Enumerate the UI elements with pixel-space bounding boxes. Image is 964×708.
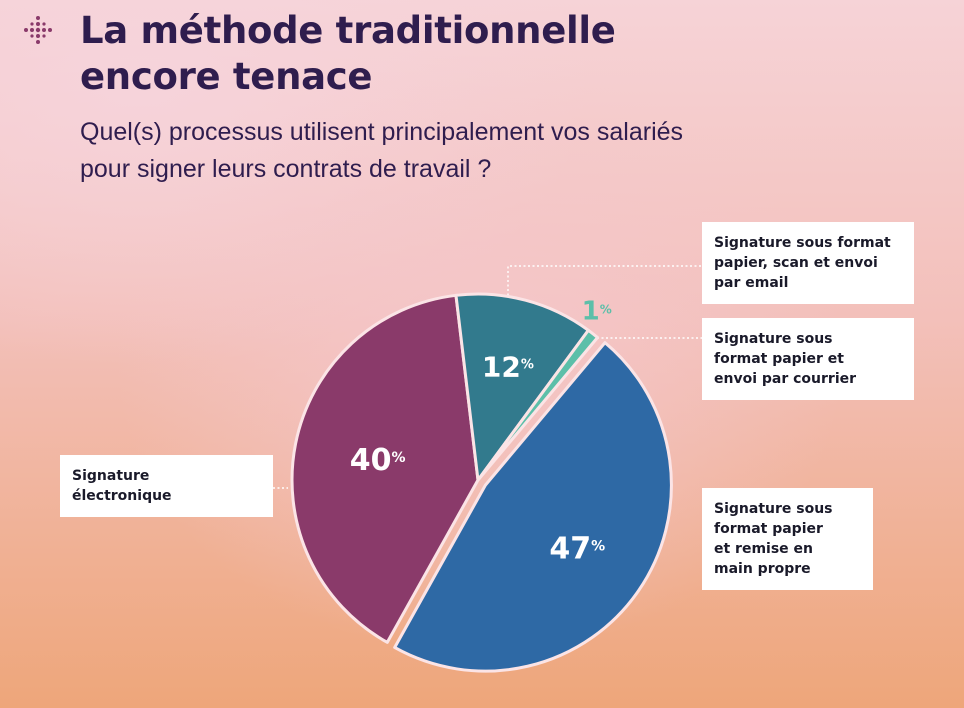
chart-title: La méthode traditionnelle encore tenace bbox=[80, 8, 616, 100]
pie-slice-scan-email bbox=[454, 292, 590, 482]
legend-label-remise-main-propre: Signature sous format papier et remise e… bbox=[702, 488, 873, 590]
leader-line bbox=[507, 265, 702, 318]
pie-slice-remise-main-propre bbox=[393, 341, 673, 673]
legend-label-line: papier, scan et envoi bbox=[714, 255, 878, 271]
data-label-scan-email: 12% bbox=[482, 350, 534, 383]
legend-label-scan-email: Signature sous format papier, scan et en… bbox=[702, 222, 914, 304]
legend-label-line: et remise en bbox=[714, 541, 814, 557]
chart-subtitle-line: Quel(s) processus utilisent principaleme… bbox=[80, 118, 684, 146]
legend-label-line: Signature sous bbox=[714, 331, 833, 347]
legend-label-line: main propre bbox=[714, 561, 811, 577]
chart-subtitle: Quel(s) processus utilisent principaleme… bbox=[80, 114, 683, 188]
data-label-remise-main-propre: 47% bbox=[549, 531, 605, 566]
legend-label-line: Signature sous bbox=[714, 501, 833, 517]
chart-title-line: La méthode traditionnelle bbox=[80, 9, 616, 52]
legend-label-line: électronique bbox=[72, 488, 172, 504]
dotted-cross-icon bbox=[24, 16, 52, 44]
chart-title-line: encore tenace bbox=[80, 55, 373, 98]
legend-label-line: format papier bbox=[714, 521, 823, 537]
chart-subtitle-line: pour signer leurs contrats de travail ? bbox=[80, 155, 492, 183]
legend-label-line: Signature sous format bbox=[714, 235, 891, 251]
legend-label-line: par email bbox=[714, 275, 789, 291]
legend-label-line: format papier et bbox=[714, 351, 844, 367]
legend-label-line: envoi par courrier bbox=[714, 371, 857, 387]
pie-slice-envoi-courrier bbox=[476, 328, 600, 482]
legend-label-signature-electronique: Signature électronique bbox=[60, 455, 273, 517]
pie-slice-signature-electronique bbox=[290, 293, 480, 644]
data-label-signature-electronique: 40% bbox=[350, 443, 406, 478]
data-label-envoi-courrier: 1% bbox=[582, 297, 612, 327]
legend-label-line: Signature bbox=[72, 468, 150, 484]
legend-label-envoi-courrier: Signature sous format papier et envoi pa… bbox=[702, 318, 914, 400]
